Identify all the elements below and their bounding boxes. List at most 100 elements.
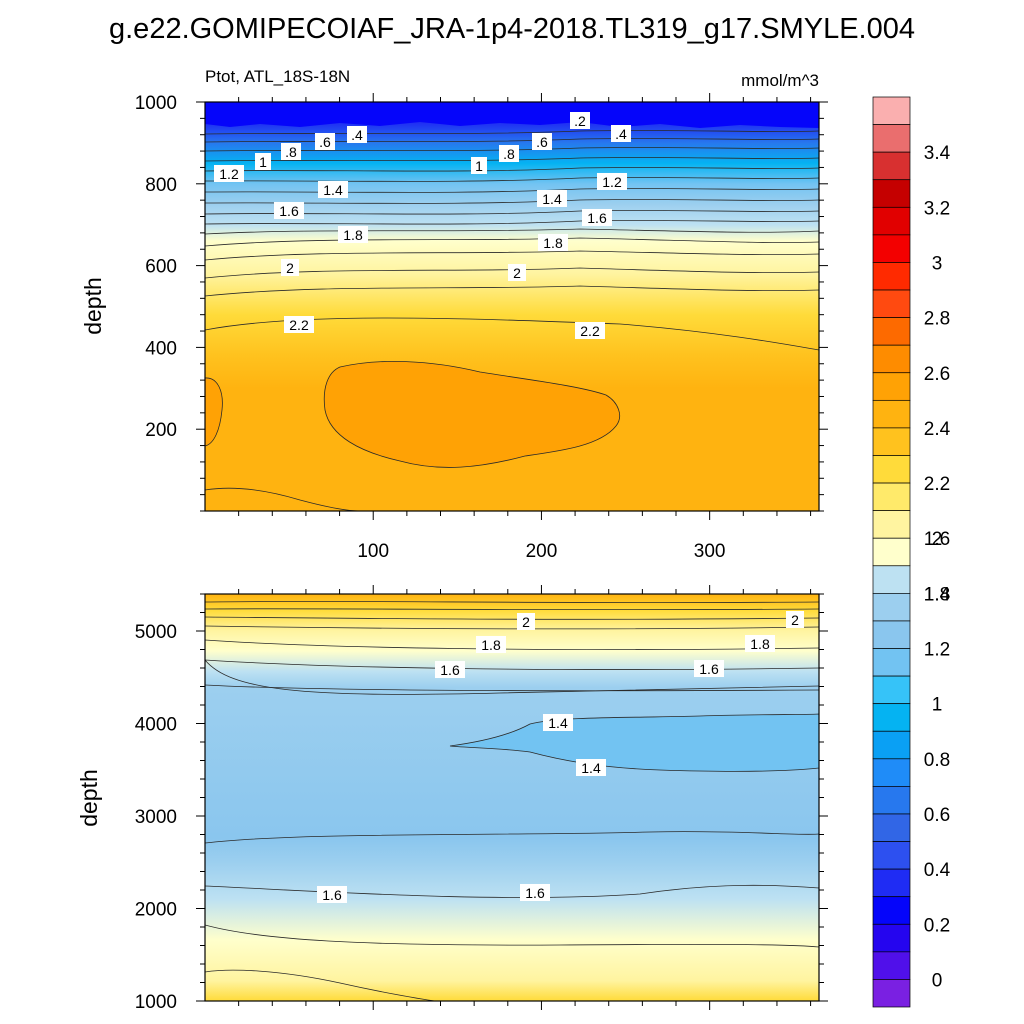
colorbar-swatch [872, 896, 911, 925]
colorbar-swatch [872, 537, 911, 567]
bottom-panel-ticks [196, 585, 828, 1010]
contour-label: 1.6 [317, 886, 347, 903]
colorbar-swatch [872, 620, 911, 649]
svg-text:.4: .4 [351, 127, 363, 143]
svg-text:1.2: 1.2 [602, 174, 622, 190]
svg-text:2: 2 [522, 614, 530, 630]
contour-label: 1.4 [318, 181, 348, 198]
colorbar-label: 1 [932, 695, 943, 716]
top-panel-tick-labels: 100 200 300 200 400 600 800 1000 [135, 93, 726, 562]
svg-text:1.4: 1.4 [542, 191, 562, 207]
colorbar-label: 3.2 [924, 198, 950, 219]
top-panel-ticks [196, 93, 828, 520]
top-panel-units: mmol/m^3 [741, 71, 819, 90]
colorbar-label: 2.2 [924, 474, 950, 495]
svg-text:2.2: 2.2 [580, 323, 600, 339]
svg-text:1.4: 1.4 [548, 715, 568, 731]
colorbar-labels: 3.4 3.2 3 2.8 2.6 2.4 2.2 2 1.8 1.6 1.4 1.2 1 0.8 0.6 0… [924, 143, 951, 991]
colorbar-swatch [872, 813, 911, 842]
y-tick-label: 800 [145, 175, 177, 196]
contour-label: 1.4 [576, 759, 606, 776]
svg-text:.6: .6 [536, 134, 548, 150]
colorbar-swatch [872, 289, 911, 318]
top-panel-contour-lines [205, 130, 819, 511]
top-panel-field: .2 .4 .4 .6 .6 .8 .8 1 1 1.2 1.2 1.4 1.4… [205, 102, 819, 511]
contour-label: .4 [611, 125, 631, 142]
svg-text:1.6: 1.6 [587, 210, 607, 226]
svg-text:.8: .8 [285, 144, 297, 160]
top-panel: Ptot, ATL_18S-18N mmol/m^3 [80, 67, 828, 562]
colorbar-swatch [872, 427, 911, 456]
contour-label: 2 [786, 611, 804, 628]
svg-text:1.6: 1.6 [699, 661, 719, 677]
colorbar-label: 0 [932, 970, 943, 991]
figure-title: g.e22.GOMIPECOIAF_JRA-1p4-2018.TL319_g17… [109, 13, 915, 45]
contour-label: 2.2 [575, 322, 605, 339]
colorbar-label: 1.2 [924, 640, 950, 661]
contour-label: 1.6 [694, 660, 724, 677]
svg-text:1.4: 1.4 [323, 182, 343, 198]
top-panel-y-axis-label: depth [80, 277, 106, 335]
colorbar-swatch [872, 675, 911, 705]
colorbar-swatch [872, 841, 911, 870]
contour-label: 1.6 [520, 884, 550, 901]
colorbar-swatches [872, 96, 911, 1008]
colorbar-swatch [872, 593, 911, 622]
svg-text:.2: .2 [574, 113, 586, 129]
contour-label: 1.2 [214, 165, 244, 182]
colorbar-swatch [872, 234, 911, 263]
colorbar-swatch [872, 317, 911, 346]
top-panel-max-core [323, 361, 620, 468]
contour-label: .2 [570, 112, 590, 129]
svg-text:1: 1 [475, 158, 483, 174]
x-tick-label: 200 [526, 541, 558, 562]
colorbar-label: 2 [932, 529, 943, 550]
contour-label: 2 [281, 259, 299, 276]
contour-label: 1.8 [476, 636, 506, 653]
top-panel-left-string: Ptot, ATL_18S-18N [205, 67, 350, 86]
y-tick-label: 1000 [135, 992, 177, 1013]
colorbar-swatch [872, 206, 911, 236]
colorbar-swatch [872, 482, 911, 511]
svg-text:.8: .8 [503, 146, 515, 162]
colorbar-swatch [872, 372, 911, 401]
x-tick-label: 100 [357, 541, 389, 562]
svg-text:2: 2 [513, 265, 521, 281]
svg-text:2: 2 [791, 612, 799, 628]
contour-label: 1.6 [582, 209, 612, 226]
contour-label: 1.2 [597, 173, 627, 190]
y-tick-label: 1000 [135, 93, 177, 114]
colorbar-label: 3 [932, 253, 943, 274]
colorbar-swatch [872, 923, 911, 953]
colorbar-swatch [872, 124, 911, 153]
colorbar-swatch [872, 455, 911, 484]
contour-label: .6 [315, 133, 335, 150]
contour-label: 1.8 [338, 226, 368, 243]
colorbar-swatch [872, 96, 911, 125]
colorbar-label: 2.4 [924, 419, 951, 440]
colorbar-swatch [872, 510, 911, 539]
svg-text:1.6: 1.6 [440, 662, 460, 678]
colorbar-swatch [872, 979, 911, 1008]
contour-label: 1.6 [435, 661, 465, 678]
colorbar-label: 0.6 [924, 805, 950, 826]
contour-label: 1.8 [538, 234, 568, 251]
svg-text:.6: .6 [319, 134, 331, 150]
colorbar-label: 1.6 [924, 529, 950, 550]
colorbar-swatch [872, 730, 911, 760]
colorbar-swatch [872, 565, 911, 594]
y-tick-label: 200 [145, 420, 177, 441]
colorbar-swatch [872, 703, 911, 732]
y-tick-label: 4000 [135, 715, 177, 736]
contour-label: 1 [255, 153, 271, 170]
contour-label: 1.4 [543, 714, 573, 731]
contour-label: .8 [281, 143, 301, 160]
svg-text:1.6: 1.6 [525, 885, 545, 901]
svg-text:1.8: 1.8 [750, 636, 770, 652]
svg-text:1.4: 1.4 [581, 760, 601, 776]
colorbar-swatch [872, 262, 911, 291]
contour-label: .8 [499, 145, 519, 162]
colorbar-swatch [872, 344, 911, 374]
bottom-panel-contour-labels: 2 2 1.8 1.8 1.6 1.6 1.4 1.4 1.6 1.6 [317, 611, 804, 903]
